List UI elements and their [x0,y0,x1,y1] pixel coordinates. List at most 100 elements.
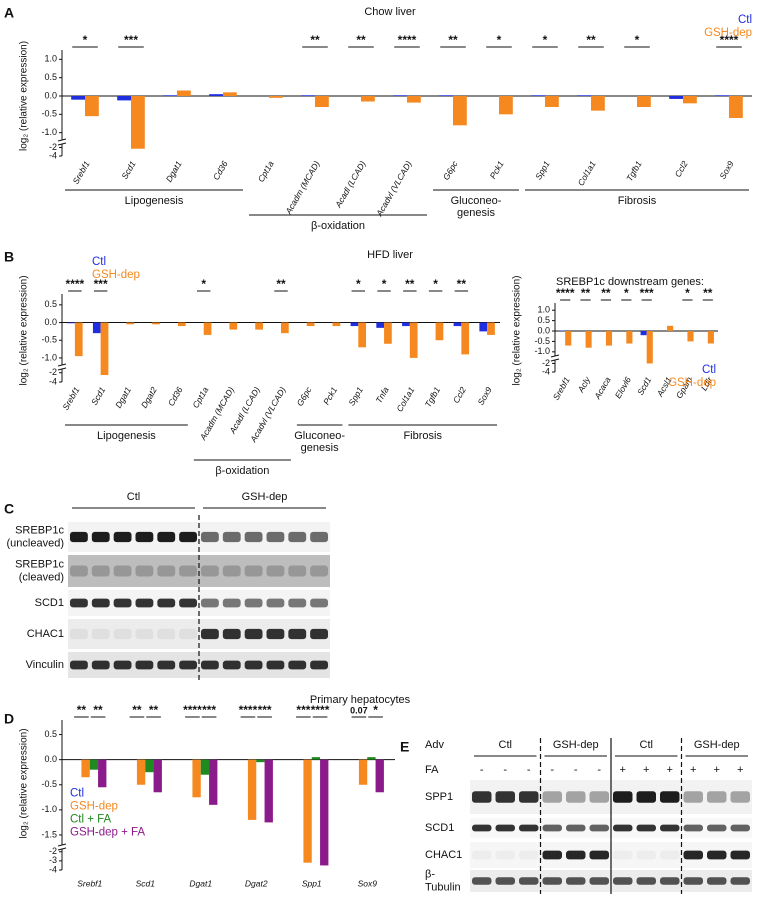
legend-entry: Ctl [738,14,752,26]
x-tick-label: Ccl2 [673,159,690,179]
bar [453,322,462,327]
bar [126,322,135,325]
blot-band [91,660,110,670]
blot-band [113,565,132,577]
row-label: β- [425,868,435,880]
group-label: Fibrosis [403,430,442,442]
blot-band [157,565,176,577]
blot-band [201,565,219,577]
blot-band [135,660,154,670]
blot-band [519,824,539,832]
blot-band [266,531,285,543]
blot-band [730,877,750,885]
y-tick-label: 0.5 [44,299,57,309]
y-tick-label: -2 [542,358,550,368]
bar [384,322,392,344]
bar [269,96,283,98]
blot-band [566,791,586,803]
blot-band [472,824,492,832]
row-header: Adv [425,739,444,751]
blot-band [91,598,110,608]
significance-label: *** [94,277,108,291]
blot-band [707,850,727,860]
group-label: GSH-dep [553,739,599,751]
condition: - [480,764,484,776]
blot-band [472,791,492,803]
bar [439,95,453,96]
bar [145,759,154,773]
bar [311,757,321,760]
blot-band [613,824,633,832]
blot-band [70,565,88,577]
condition: + [643,764,649,776]
bar [85,96,99,117]
row-label: Tubulin [425,881,461,893]
bar [200,759,210,775]
blot-band [660,824,680,832]
blot-band [730,850,750,860]
blot-band [636,791,656,803]
blot-band [636,850,656,860]
x-tick-label: G6pc [441,158,460,181]
y-tick-label: -4 [49,864,57,874]
x-tick-label: Cpt1a [190,385,210,410]
blot-band [636,824,656,832]
legend-entry: GSH-dep [668,377,716,389]
significance-label: *** [258,703,272,717]
bar [264,759,273,823]
significance-label: ** [405,277,415,291]
blot-band [730,824,750,832]
y-axis-label: log₂ (relative expression) [19,728,30,838]
axis-break [550,358,560,362]
significance-label: 0.07 [350,705,368,715]
x-tick-label: Spp1 [302,878,322,888]
row-label: SCD1 [35,597,64,609]
bar [153,759,162,793]
bar [192,759,201,798]
significance-label: *** [202,703,216,717]
x-tick-label: Dgat1 [189,878,212,888]
bar [255,322,263,330]
significance-label: ** [581,286,591,300]
axis-break [57,843,67,847]
blot-band [707,877,727,885]
x-tick-label: Ccl2 [451,385,468,405]
axis-break [57,142,67,146]
blot-band [244,598,263,608]
x-tick-label: Srebf1 [551,375,572,402]
blot-band [91,628,110,640]
panel-label: E [400,739,409,755]
significance-label: ** [77,703,87,717]
condition: + [714,764,720,776]
bar [92,322,101,334]
blot-band [135,565,154,577]
x-tick-label: Pck1 [488,159,506,181]
blot-band [683,850,703,860]
bar [358,759,368,785]
significance-label: ** [601,286,611,300]
blot-band [222,531,241,543]
bar [131,96,145,149]
y-tick-label: -3 [49,855,57,865]
blot-band [542,824,562,832]
axis-break [57,847,67,851]
group-label: GSH-dep [694,739,740,751]
blot-band [157,660,176,670]
bar [67,322,75,324]
blot-band [70,660,88,670]
significance-label: **** [66,277,85,291]
blot-band [244,628,263,640]
significance-label: * [201,277,206,291]
row-header: FA [425,764,439,776]
blot-band [91,565,110,577]
bar [402,322,410,327]
blot-band [707,824,727,832]
x-tick-label: Spp1 [346,385,365,407]
y-tick-label: 0.0 [44,754,57,764]
blot-band [179,598,197,608]
blot-band [613,850,633,860]
group-label: Ctl [640,739,653,751]
y-tick-label: 0.5 [44,729,57,739]
blot-band [113,531,132,543]
bar [687,331,694,342]
